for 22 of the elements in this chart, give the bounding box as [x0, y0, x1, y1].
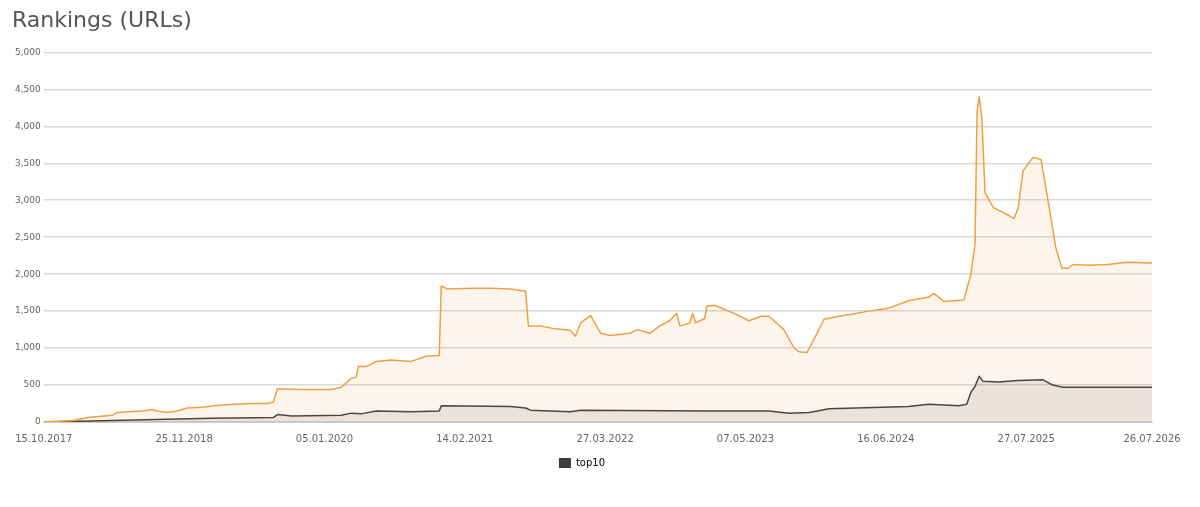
- y-tick-label: 4,000: [15, 120, 42, 131]
- legend-label: top10: [575, 456, 606, 468]
- y-tick-label: 1,500: [15, 305, 42, 316]
- x-tick-label: 14.02.2021: [436, 432, 494, 444]
- y-tick-label: 1,000: [15, 342, 42, 353]
- chart-title: Rankings (URLs): [12, 6, 192, 32]
- y-tick-label: 3,500: [15, 157, 42, 168]
- y-tick-label: 500: [23, 379, 42, 390]
- y-tick-label: 5,000: [15, 46, 42, 57]
- x-tick-label: 07.05.2023: [716, 432, 775, 444]
- x-tick-label: 16.06.2024: [857, 432, 915, 444]
- x-tick-label: 05.01.2020: [295, 432, 354, 444]
- x-tick-label: 27.03.2022: [576, 432, 634, 444]
- y-tick-label: 3,000: [15, 194, 42, 205]
- x-tick-label: 15.10.2017: [15, 432, 73, 444]
- x-tick-label: 27.07.2025: [997, 432, 1055, 444]
- y-tick-label: 2,000: [15, 268, 42, 279]
- y-tick-label: 2,500: [15, 231, 42, 242]
- y-tick-label: 4,500: [15, 83, 42, 94]
- x-tick-label: 26.07.2026: [1123, 432, 1181, 444]
- y-tick-label: 0: [35, 416, 42, 427]
- x-tick-label: 25.11.2018: [155, 432, 213, 444]
